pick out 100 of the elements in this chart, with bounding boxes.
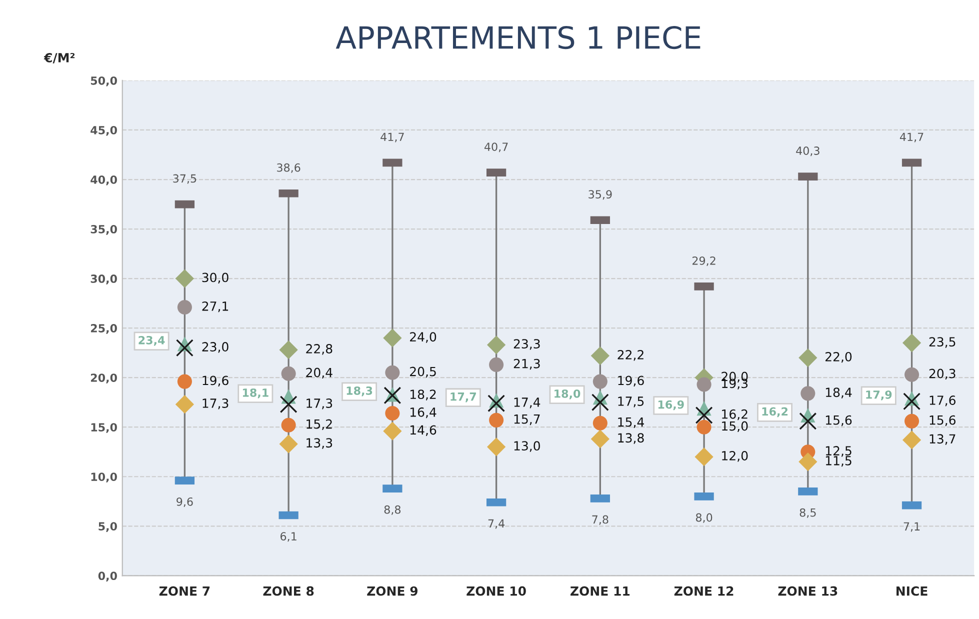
x-tick-label: ZONE 13	[778, 586, 838, 596]
data-label: 15,7	[514, 414, 540, 426]
point	[694, 448, 714, 466]
data-label: 22,8	[306, 344, 332, 355]
point	[177, 374, 192, 389]
y-tick-label: 45,0	[90, 126, 117, 136]
data-label: 15,4	[618, 417, 644, 428]
data-label: 13,0	[514, 441, 540, 452]
x-tick-label: ZONE 7	[159, 586, 210, 596]
data-label: 16,9	[658, 400, 684, 410]
data-label: 17,5	[618, 396, 644, 408]
data-label: 17,3	[306, 398, 332, 410]
data-label: 7,4	[488, 519, 505, 529]
point	[902, 430, 922, 450]
data-label: 23,5	[929, 337, 956, 348]
x-tick-label: NICE	[896, 586, 928, 596]
point	[904, 414, 920, 428]
data-label: 15,6	[826, 415, 852, 426]
y-tick-label: 0,0	[98, 572, 117, 582]
data-label: 20,4	[306, 368, 332, 379]
point	[385, 406, 400, 421]
point	[902, 334, 922, 352]
data-label: 17,7	[450, 392, 476, 402]
data-label: 18,2	[410, 390, 436, 400]
data-label: 20,5	[410, 366, 436, 378]
data-label: 21,3	[514, 358, 540, 370]
data-label: 37,5	[173, 174, 196, 184]
y-tick-label: 10,0	[91, 472, 117, 482]
data-label: 13,3	[306, 438, 332, 449]
y-tick-label: 50,0	[90, 76, 117, 86]
data-label: 38,6	[277, 163, 300, 173]
point	[175, 395, 194, 414]
y-axis-title: €/M²	[44, 52, 75, 64]
point	[904, 367, 920, 382]
point	[383, 422, 402, 440]
point	[590, 346, 610, 366]
data-label: 16,2	[722, 409, 748, 420]
data-label: 6,1	[280, 532, 296, 542]
data-label: 15,2	[306, 419, 332, 430]
point	[591, 394, 609, 412]
point	[592, 416, 608, 430]
point	[383, 328, 402, 348]
data-label: 11,5	[826, 456, 852, 467]
point	[280, 396, 298, 414]
point	[279, 340, 298, 360]
point	[798, 348, 818, 368]
data-label: 35,9	[588, 190, 612, 200]
data-label: 19,6	[618, 376, 644, 386]
x-tick-label: ZONE 10	[466, 586, 526, 596]
point	[177, 300, 192, 315]
point	[385, 365, 400, 380]
data-label: 18,1	[242, 388, 268, 398]
point	[175, 269, 194, 288]
point	[695, 406, 713, 424]
data-label: 22,2	[618, 350, 644, 361]
y-tick-label: 5,0	[98, 522, 117, 532]
x-tick-label: ZONE 12	[674, 586, 734, 596]
data-label: 27,1	[202, 301, 228, 312]
y-tick-label: 15,0	[91, 423, 117, 433]
point	[488, 394, 506, 412]
data-label: 12,0	[722, 450, 748, 462]
data-label: 18,0	[554, 389, 580, 400]
data-label: 29,2	[692, 256, 716, 266]
y-tick-label: 25,0	[90, 324, 117, 334]
data-label: 41,7	[380, 132, 404, 142]
y-tick-label: 20,0	[90, 374, 117, 384]
point	[592, 374, 608, 389]
data-label: 17,4	[514, 398, 540, 408]
data-label: 13,8	[618, 433, 644, 444]
chart-title: APPARTEMENTS 1 PIECE	[336, 26, 700, 50]
point	[489, 357, 504, 372]
data-label: 13,7	[930, 434, 956, 445]
point	[799, 412, 817, 430]
x-tick-label: ZONE 11	[570, 586, 630, 596]
point	[281, 418, 296, 432]
data-label: 22,0	[825, 352, 852, 363]
data-label: 7,1	[904, 522, 920, 532]
data-label: 18,3	[346, 386, 372, 396]
data-label: 15,0	[722, 421, 748, 432]
data-label: 16,4	[410, 407, 436, 418]
data-label: 30,0	[202, 272, 228, 284]
point	[176, 339, 194, 357]
point	[696, 420, 712, 434]
y-tick-label: 40,0	[90, 175, 117, 186]
data-label: 18,4	[826, 388, 852, 398]
x-tick-label: ZONE 9	[367, 586, 418, 596]
data-label: 23,3	[514, 339, 540, 350]
data-label: 12,5	[826, 446, 852, 457]
data-label: 23,4	[138, 336, 165, 346]
data-label: 17,9	[866, 390, 892, 400]
data-label: 8,8	[384, 505, 401, 515]
data-label: 14,6	[410, 425, 436, 436]
point	[590, 430, 610, 448]
point	[798, 452, 818, 472]
data-label: 9,6	[176, 497, 193, 507]
point	[486, 438, 506, 456]
data-label: 41,7	[900, 132, 924, 142]
point	[281, 366, 296, 381]
data-label: 7,8	[592, 515, 608, 525]
data-label: 8,0	[696, 513, 712, 523]
